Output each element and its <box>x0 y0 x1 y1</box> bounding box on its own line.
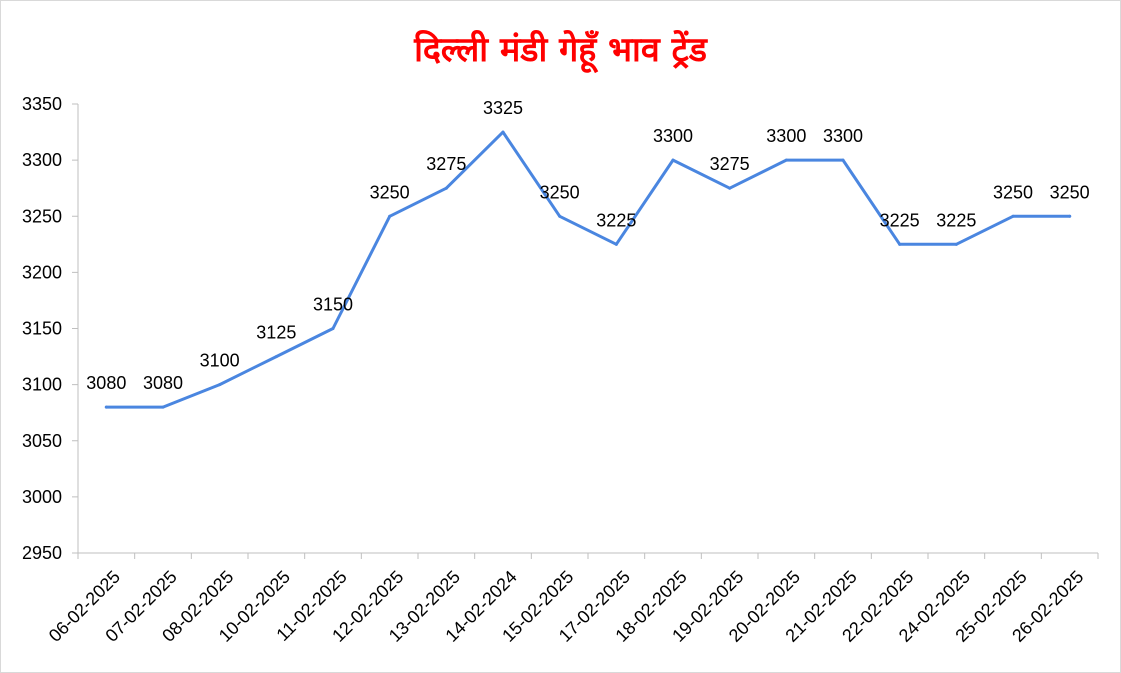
data-label: 3325 <box>483 98 523 118</box>
data-point <box>388 214 392 218</box>
data-label: 3250 <box>1050 182 1090 202</box>
y-tick-label: 3050 <box>22 431 62 451</box>
y-tick-label: 2950 <box>22 543 62 563</box>
data-label: 3080 <box>86 373 126 393</box>
series-line <box>104 130 1072 409</box>
data-label: 3250 <box>993 182 1033 202</box>
data-point <box>841 158 845 162</box>
y-tick-label: 3150 <box>22 319 62 339</box>
y-tick-label: 3000 <box>22 487 62 507</box>
data-point <box>558 214 562 218</box>
data-point <box>614 242 618 246</box>
data-label: 3300 <box>653 126 693 146</box>
data-label: 3225 <box>880 210 920 230</box>
data-point <box>331 327 335 330</box>
data-label: 3275 <box>426 154 466 174</box>
data-point <box>444 186 448 190</box>
data-label: 3250 <box>370 182 410 202</box>
data-point <box>104 405 108 409</box>
data-point <box>784 158 788 162</box>
data-label: 3225 <box>596 210 636 230</box>
data-label: 3275 <box>710 154 750 174</box>
data-point <box>1011 214 1015 218</box>
data-label: 3150 <box>313 295 353 315</box>
y-tick-label: 3350 <box>22 94 62 114</box>
data-point <box>728 186 732 190</box>
data-label: 3100 <box>200 351 240 371</box>
data-point <box>898 242 902 246</box>
y-tick-label: 3200 <box>22 262 62 282</box>
y-tick-label: 3300 <box>22 150 62 170</box>
y-tick-label: 3100 <box>22 375 62 395</box>
data-point <box>954 242 958 246</box>
chart-title: दिल्ली मंडी गेहूँ भाव ट्रेंड <box>414 30 707 70</box>
data-label: 3225 <box>936 210 976 230</box>
data-point <box>501 130 505 134</box>
data-label: 3080 <box>143 373 183 393</box>
data-label: 3300 <box>766 126 806 146</box>
data-point <box>161 405 165 409</box>
data-label: 3250 <box>540 182 580 202</box>
data-point <box>218 383 222 387</box>
data-point <box>274 355 278 359</box>
data-point <box>1068 214 1072 218</box>
y-tick-label: 3250 <box>22 206 62 226</box>
data-label: 3125 <box>256 323 296 343</box>
data-point <box>671 158 675 162</box>
data-label: 3300 <box>823 126 863 146</box>
